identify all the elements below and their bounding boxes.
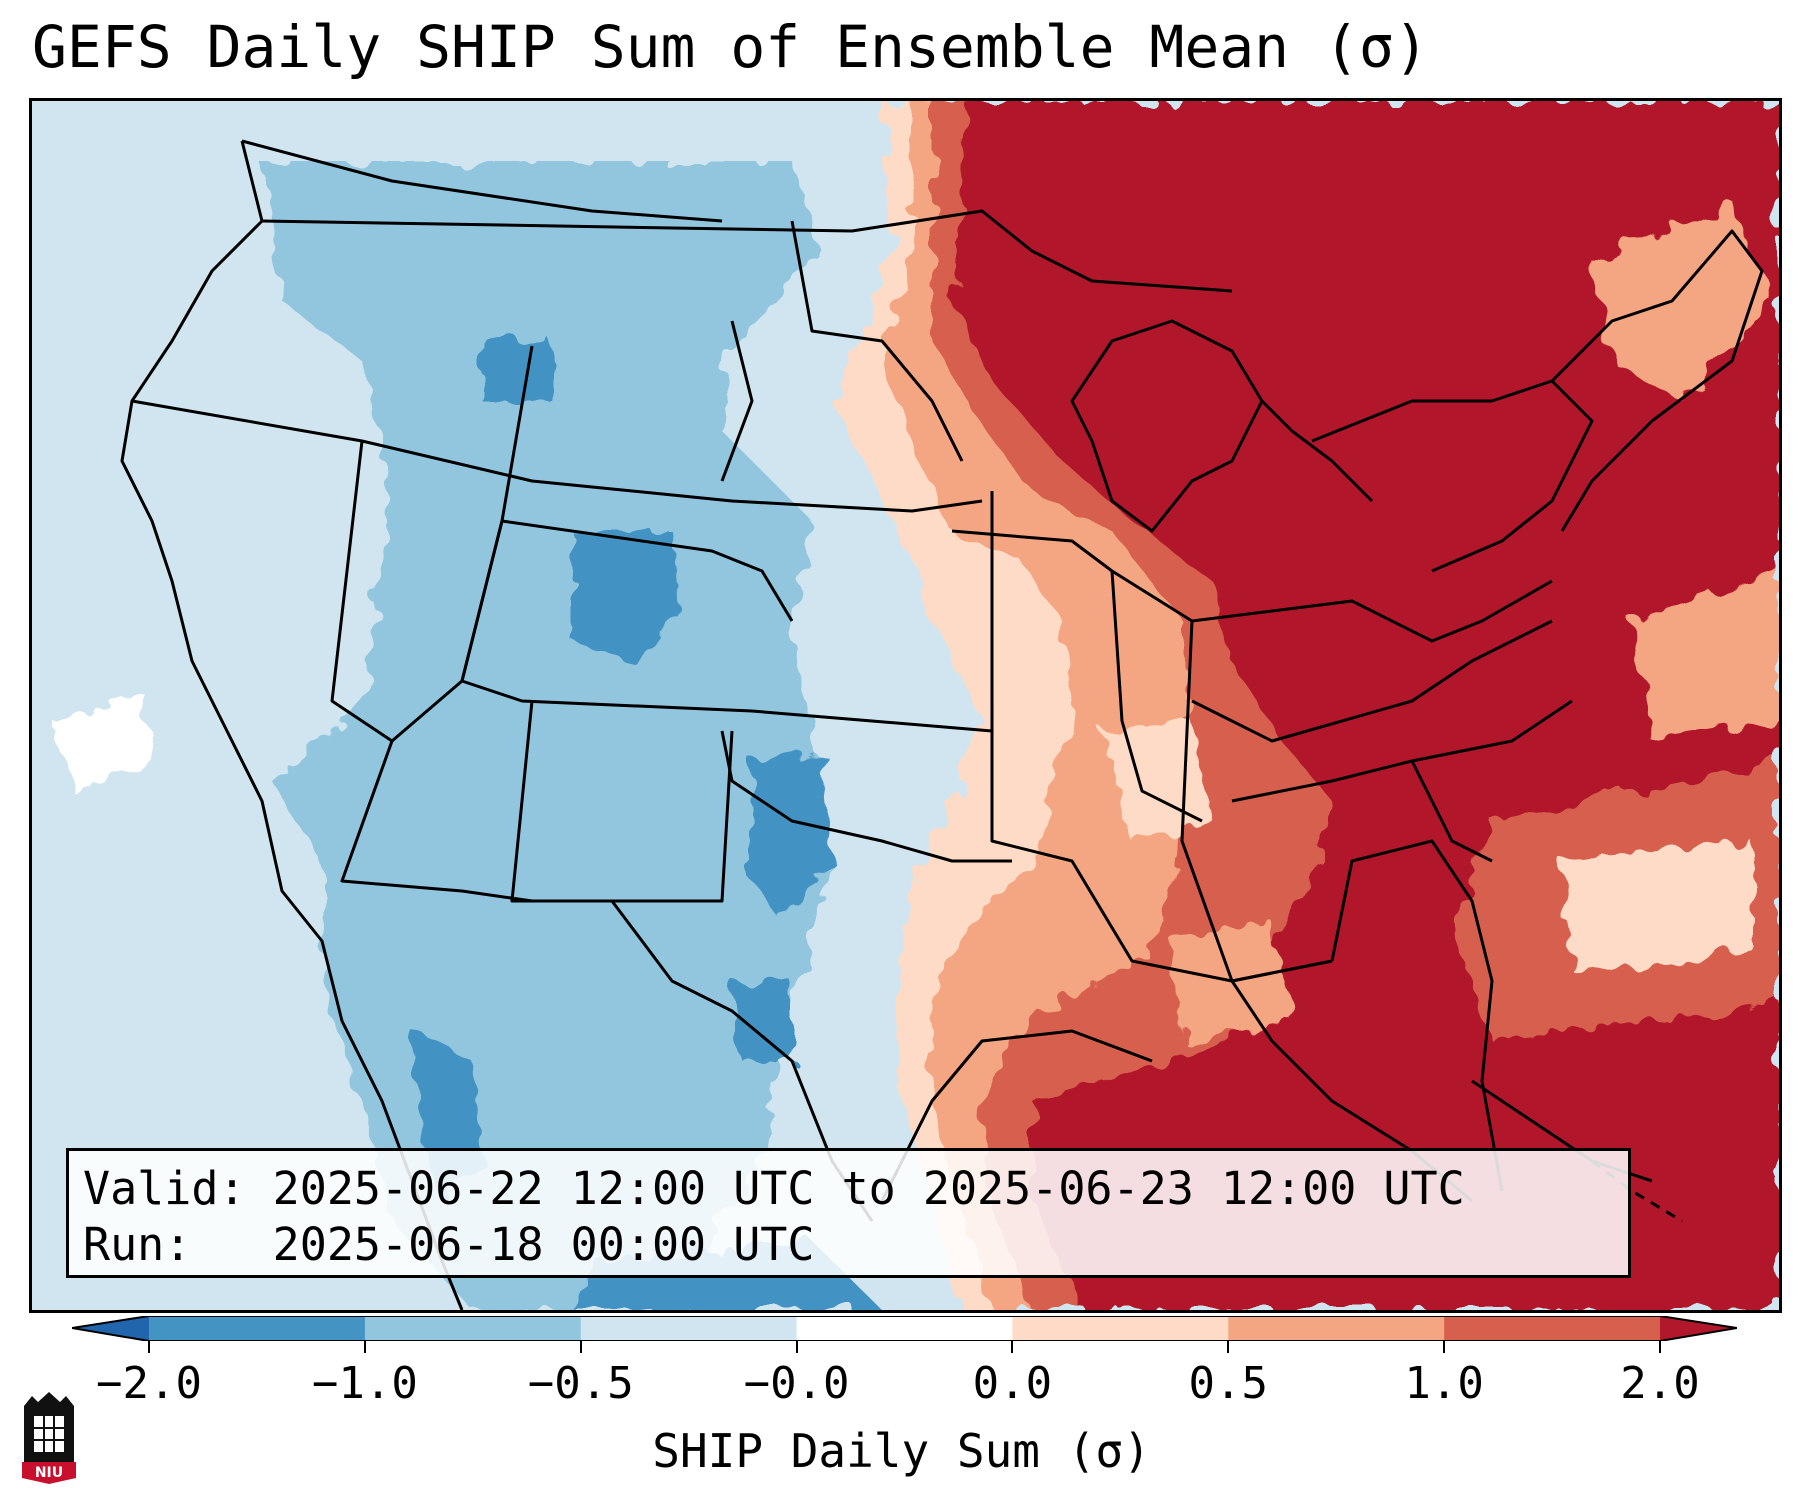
colorbar-segment <box>149 1316 366 1341</box>
colorbar-tick-label: −0.0 <box>743 1358 850 1409</box>
colorbar-segment <box>796 1316 1013 1341</box>
colorbar-label: SHIP Daily Sum (σ) <box>652 1424 1151 1478</box>
colorbar-tick-mark <box>363 1341 366 1353</box>
colorbar-segment <box>1012 1316 1229 1341</box>
colorbar-tick-mark <box>148 1341 150 1353</box>
logo-text: NIU <box>35 1465 63 1481</box>
colorbar-tick-mark <box>1443 1341 1446 1353</box>
colorbar-segment <box>1228 1316 1445 1341</box>
colorbar-extend-low <box>72 1316 149 1341</box>
niu-logo: NIU <box>22 1392 76 1484</box>
colorbar-tick-mark <box>1011 1341 1014 1353</box>
map-panel <box>29 98 1782 1313</box>
map-canvas <box>32 101 1779 1310</box>
field-above-normal <box>832 101 1779 1310</box>
valid-run-info-box: Valid: 2025-06-22 12:00 UTC to 2025-06-2… <box>66 1148 1631 1278</box>
colorbar-extend-high <box>1660 1316 1737 1341</box>
boundaries <box>120 139 1764 1310</box>
colorbar-segment <box>364 1316 582 1341</box>
colorbar-tick-label: 0.0 <box>972 1358 1053 1409</box>
great-lakes <box>1070 319 1264 533</box>
colorbar-tick-label: −1.0 <box>311 1358 418 1409</box>
colorbar-tick-label: 0.5 <box>1188 1358 1269 1409</box>
colorbar-tick-label: 2.0 <box>1620 1358 1700 1409</box>
colorbar-segment <box>580 1316 798 1341</box>
colorbar-segment <box>1444 1316 1661 1341</box>
colorbar-tick-mark <box>579 1341 582 1353</box>
valid-time-text: Valid: 2025-06-22 12:00 UTC to 2025-06-2… <box>83 1162 1465 1215</box>
pacific-coastline <box>120 140 464 1310</box>
colorbar-tick-mark <box>1659 1341 1661 1353</box>
run-time-text: Run: 2025-06-18 00:00 UTC <box>83 1218 815 1271</box>
colorbar-tick-label: −2.0 <box>96 1358 202 1409</box>
colorbar-tick-mark <box>795 1341 798 1353</box>
colorbar-tick-label: −0.5 <box>527 1358 634 1409</box>
colorbar-segments <box>149 1316 1661 1341</box>
colorbar-tick-mark <box>1227 1341 1230 1353</box>
chart-title: GEFS Daily SHIP Sum of Ensemble Mean (σ) <box>32 13 1429 81</box>
colorbar <box>72 1316 1737 1341</box>
colorbar-tick-label: 1.0 <box>1404 1358 1484 1409</box>
